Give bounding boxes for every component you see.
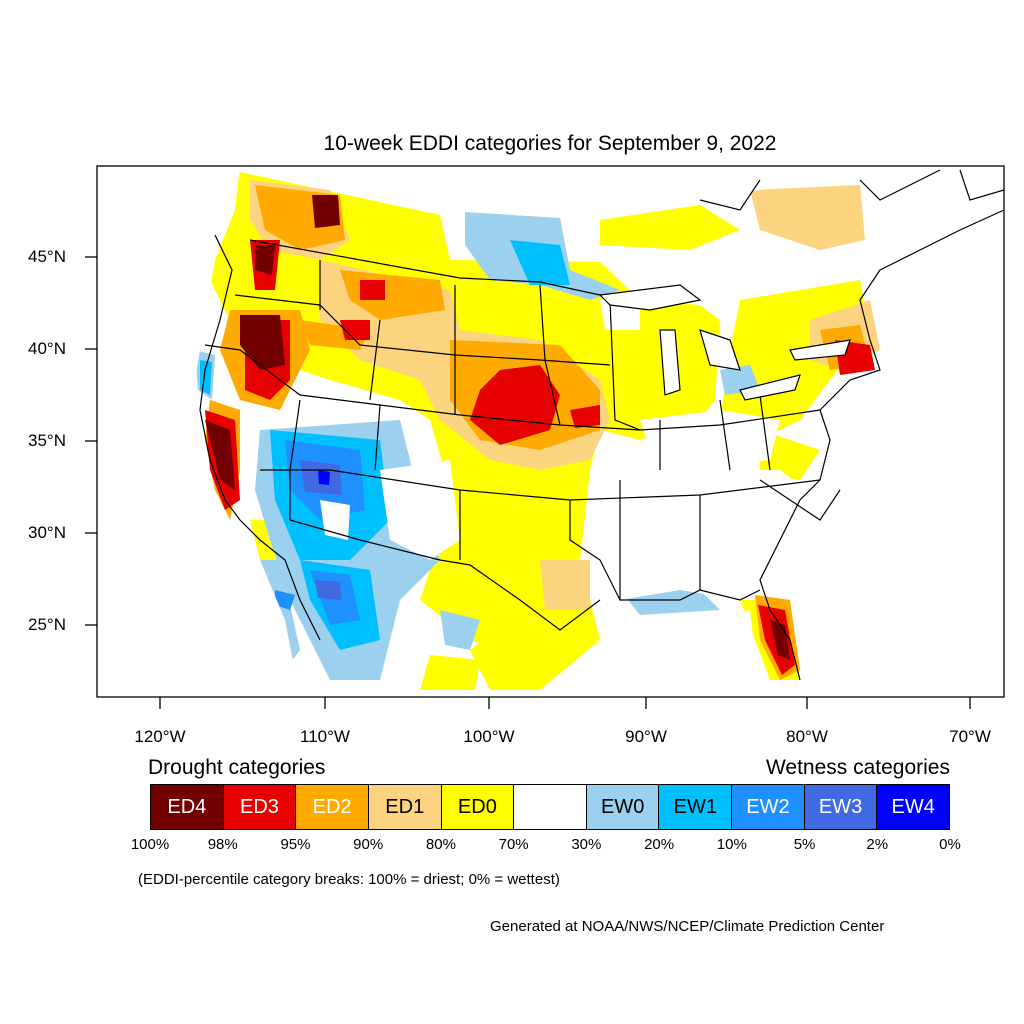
legend-percentile: 10% <box>716 836 747 853</box>
legend-category: EW1 <box>659 785 733 829</box>
legend-category: ED2 <box>296 785 369 829</box>
coastlines-east <box>699 169 1004 681</box>
lon-label: 120°W <box>134 727 186 746</box>
legend-percentile: 80% <box>425 836 456 853</box>
legend-percentile: 95% <box>280 836 311 853</box>
lat-ticks <box>85 256 97 626</box>
near-normal-regions <box>320 180 1004 600</box>
legend-colorbar: ED4 ED3 ED2 ED1 ED0 EW0 EW1 EW2 EW3 EW4 <box>150 784 950 830</box>
legend-percentile: 90% <box>353 836 384 853</box>
drought-heading: Drought categories <box>148 756 326 779</box>
legend-category: ED4 <box>151 785 224 829</box>
lon-label: 80°W <box>786 727 828 746</box>
lat-label: 45°N <box>28 247 66 266</box>
legend-percentile: 0% <box>939 836 961 853</box>
lon-ticks <box>159 697 971 709</box>
lat-label: 30°N <box>28 523 66 542</box>
legend-category <box>514 785 587 829</box>
legend-category: ED3 <box>223 785 297 829</box>
legend-percentile: 30% <box>571 836 602 853</box>
wetness-heading: Wetness categories <box>765 756 950 779</box>
lon-label: 90°W <box>625 727 667 746</box>
lat-label: 25°N <box>28 615 66 634</box>
legend-percentile: 98% <box>207 836 238 853</box>
legend-percentile: 2% <box>866 836 889 853</box>
great-lakes <box>598 284 851 401</box>
outside-mask <box>97 166 1004 697</box>
legend-category: EW3 <box>804 785 878 829</box>
ed4-regions <box>205 195 790 660</box>
lon-label: 110°W <box>300 727 350 746</box>
legend-percentile: 100% <box>130 836 170 853</box>
legend-category: EW4 <box>877 785 950 829</box>
legend-percentile: 20% <box>644 836 675 853</box>
legend-category: ED1 <box>368 785 442 829</box>
breaks-note: (EDDI-percentile category breaks: 100% =… <box>138 871 560 888</box>
legend-category: EW2 <box>732 785 805 829</box>
map-title: 10-week EDDI categories for September 9,… <box>323 132 777 155</box>
legend-category: EW0 <box>586 785 660 829</box>
credit-line: Generated at NOAA/NWS/NCEP/Climate Predi… <box>490 918 885 935</box>
legend-percentile: 70% <box>498 836 529 853</box>
lat-label: 40°N <box>28 339 66 358</box>
lon-label: 100°W <box>463 727 515 746</box>
lon-label: 70°W <box>949 727 991 746</box>
map-frame <box>96 165 1005 698</box>
lat-label: 35°N <box>28 431 66 450</box>
legend-percentile: 5% <box>793 836 816 853</box>
ew4-regions <box>318 470 330 485</box>
legend-category: ED0 <box>441 785 515 829</box>
map-contents <box>97 166 1004 697</box>
